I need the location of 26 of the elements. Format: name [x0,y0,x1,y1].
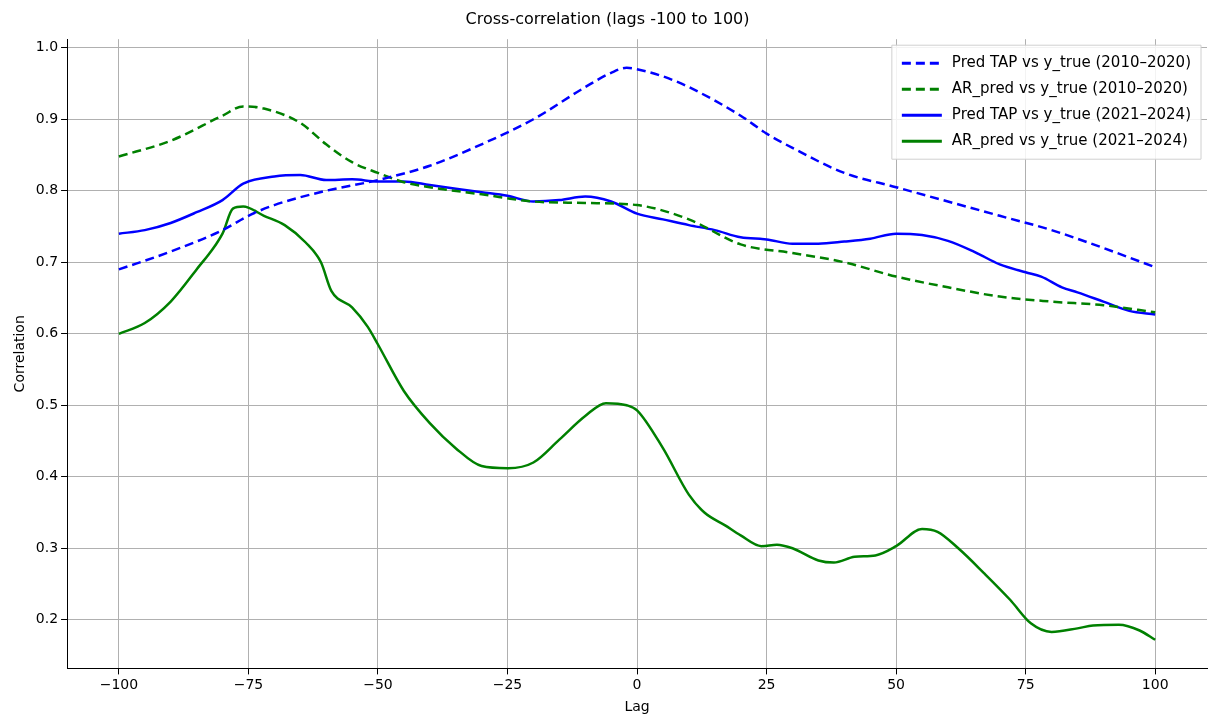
legend-label: AR_pred vs y_true (2021–2024) [951,131,1188,151]
y-tick-label: 0.5 [35,395,59,412]
x-tick-label: −100 [99,676,139,693]
x-tick-label: −75 [233,676,264,693]
y-tick-label: 0.8 [35,181,59,198]
y-tick-label: 1.0 [35,38,59,55]
y-tick-label: 0.2 [35,610,59,627]
y-tick-label: 0.9 [35,109,59,126]
x-axis-title: Lag [624,698,650,715]
y-tick-label: 0.6 [35,324,59,341]
x-tick-label: −50 [363,676,393,693]
line-series [117,205,1157,642]
y-tick-label: 0.7 [35,252,59,269]
legend-label: Pred TAP vs y_true (2021–2024) [951,105,1192,125]
x-tick-label: 25 [757,676,776,693]
legend-label: Pred TAP vs y_true (2010–2020) [951,53,1192,73]
x-tick-label: −25 [492,676,523,693]
x-tick-label: 75 [1016,676,1035,693]
y-tick-label: 0.4 [35,467,59,484]
x-tick-label: 0 [632,676,642,693]
legend-label: AR_pred vs y_true (2010–2020) [951,79,1188,99]
y-axis-title: Correlation [11,315,28,393]
x-tick-label: 100 [1141,676,1169,693]
chart-title: Cross-correlation (lags -100 to 100) [465,8,750,28]
y-tick-label: 0.3 [35,538,59,555]
x-tick-label: 50 [887,676,906,693]
